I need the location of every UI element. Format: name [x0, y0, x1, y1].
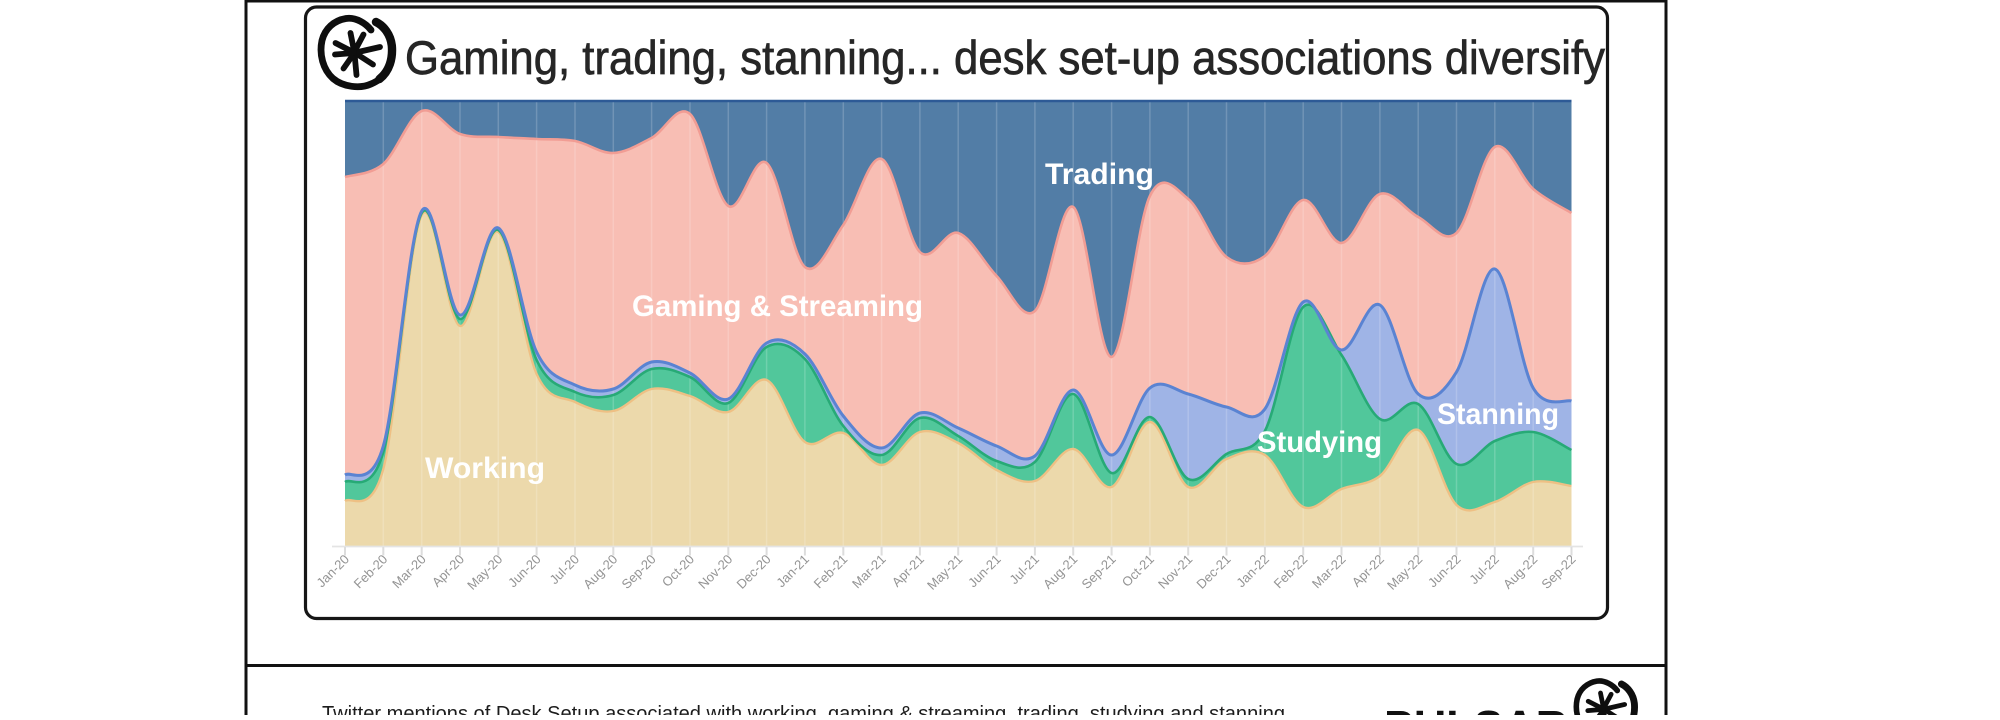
- svg-text:Studying: Studying: [1257, 426, 1382, 459]
- svg-text:Twitter mentions of Desk Setup: Twitter mentions of Desk Setup associate…: [322, 703, 1285, 715]
- svg-text:Working: Working: [425, 452, 545, 485]
- svg-text:Gaming & Streaming: Gaming & Streaming: [632, 290, 923, 323]
- svg-text:Trading: Trading: [1045, 158, 1154, 191]
- svg-text:Gaming, trading, stanning... d: Gaming, trading, stanning... desk set-up…: [405, 31, 1605, 84]
- svg-text:PULSAR: PULSAR: [1384, 702, 1568, 715]
- svg-text:Stanning: Stanning: [1437, 398, 1559, 431]
